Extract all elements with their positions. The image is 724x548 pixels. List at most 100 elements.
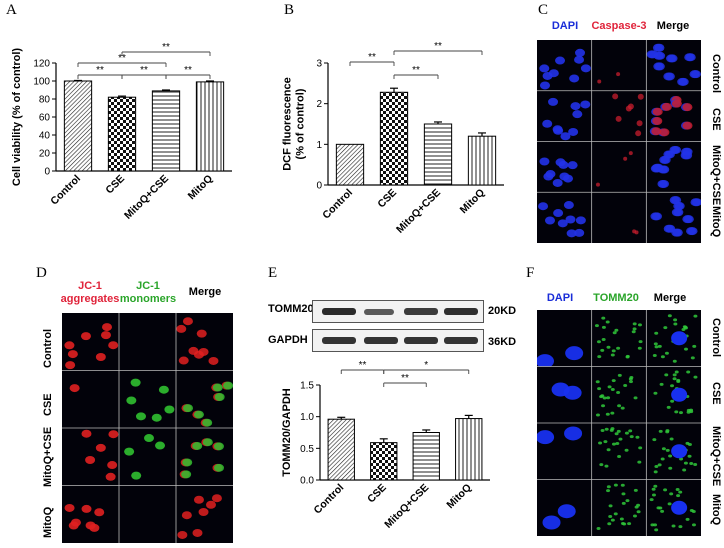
cell-stain <box>155 441 166 450</box>
cell-stain <box>653 484 658 488</box>
cell-stain <box>616 72 621 77</box>
band-gapdh-cse <box>364 337 398 344</box>
panel-c-row-label-control: Control <box>710 54 722 94</box>
cell-stain <box>623 383 628 387</box>
cell-stain <box>595 182 600 187</box>
band-gapdh-control <box>322 337 356 344</box>
cell-stain <box>95 443 106 452</box>
cell-stain <box>635 435 640 439</box>
significance-label: * <box>424 360 428 371</box>
cell-stain <box>600 348 605 352</box>
cell-stain <box>94 508 105 517</box>
chart-e: 0.0 0.5 1.0 1.5 TOMM20/GAPDH Control CSEMitoQ+… <box>281 360 490 531</box>
cell-stain <box>609 428 614 432</box>
cell-stain <box>661 447 666 451</box>
cell-stain <box>202 418 213 427</box>
cell-stain <box>563 174 574 183</box>
cell-stain <box>634 505 639 509</box>
category-label: MitoQ+CSE <box>394 187 443 236</box>
cell-stain <box>669 492 674 496</box>
cell-stain <box>542 119 553 128</box>
bar <box>467 135 497 186</box>
y-tick-label: 100 <box>33 77 50 88</box>
cell-stain <box>693 375 698 379</box>
cell-stain <box>610 411 615 415</box>
cell-stain <box>651 493 656 497</box>
cell-stain <box>551 382 570 397</box>
panel-c-header-dapi: DAPI <box>551 20 579 32</box>
cell-stain <box>672 373 677 377</box>
panel-f-row-label-mitoq: MitoQ <box>710 494 722 526</box>
panel-f-row-label-cse: CSE <box>710 382 722 405</box>
cell-stain <box>193 410 204 419</box>
cell-stain <box>606 489 611 493</box>
cell-stain <box>613 512 618 516</box>
cell-stain <box>548 69 559 78</box>
cell-stain <box>638 340 643 344</box>
cell-stain <box>560 132 571 141</box>
cell-stain <box>649 498 654 502</box>
cell-stain <box>202 438 213 447</box>
cell-stain <box>182 458 193 467</box>
cell-stain <box>548 97 559 106</box>
cell-stain <box>212 383 223 392</box>
panel-f-header-dapi: DAPI <box>546 292 574 304</box>
blot-label-tomm20: TOMM20 <box>268 303 314 315</box>
cell-stain <box>625 354 630 358</box>
cell-stain <box>539 64 550 73</box>
y-tick-label: 0 <box>316 181 322 192</box>
cell-stain <box>664 351 669 355</box>
micrograph-tile <box>62 485 119 543</box>
cell-stain <box>564 426 583 441</box>
cell-stain <box>598 441 603 445</box>
cell-stain <box>659 128 670 137</box>
panel-c-row-label-cse: CSE <box>710 108 722 131</box>
cell-stain <box>663 488 668 492</box>
cell-stain <box>539 81 550 90</box>
significance-label: ** <box>359 360 367 371</box>
cell-stain <box>628 151 633 156</box>
cell-stain <box>652 107 663 116</box>
category-label: Control <box>320 187 355 222</box>
cell-stain <box>661 102 672 111</box>
cell-stain <box>673 208 684 217</box>
bar <box>455 418 483 481</box>
cell-stain <box>693 314 698 318</box>
cell-stain <box>130 378 141 387</box>
cell-stain <box>659 165 670 174</box>
cell-stain <box>108 341 119 350</box>
category-label: MitoQ <box>444 482 474 512</box>
cell-stain <box>621 501 626 505</box>
cell-stain <box>672 228 683 237</box>
y-tick-label: 20 <box>39 149 51 160</box>
cell-stain <box>669 437 674 441</box>
cell-stain <box>614 432 619 436</box>
cell-stain <box>67 350 78 359</box>
cell-stain <box>192 528 203 537</box>
cell-stain <box>654 464 659 468</box>
bar <box>63 80 93 172</box>
cell-stain <box>671 524 676 528</box>
cell-stain <box>601 337 606 341</box>
cell-stain <box>135 412 146 421</box>
category-label: Control <box>311 482 346 517</box>
cell-stain <box>600 429 605 433</box>
cell-stain <box>657 344 662 348</box>
cell-stain <box>535 354 554 369</box>
significance-label: ** <box>412 65 420 76</box>
cell-stain <box>667 314 672 318</box>
panel-d-row-label-control: Control <box>42 328 54 368</box>
cell-stain <box>672 377 677 381</box>
cell-stain <box>144 434 155 443</box>
cell-stain <box>196 329 207 338</box>
cell-stain <box>193 350 204 359</box>
band-gapdh-mitoq <box>444 337 478 344</box>
cell-stain <box>678 490 683 494</box>
cell-stain <box>131 471 142 480</box>
cell-stain <box>670 145 681 154</box>
cell-stain <box>602 396 607 400</box>
cell-stain <box>65 361 76 370</box>
cell-stain <box>68 521 79 530</box>
cell-stain <box>679 457 684 461</box>
panel-d-header-aggregates-text: JC-1 aggregates <box>60 280 120 305</box>
